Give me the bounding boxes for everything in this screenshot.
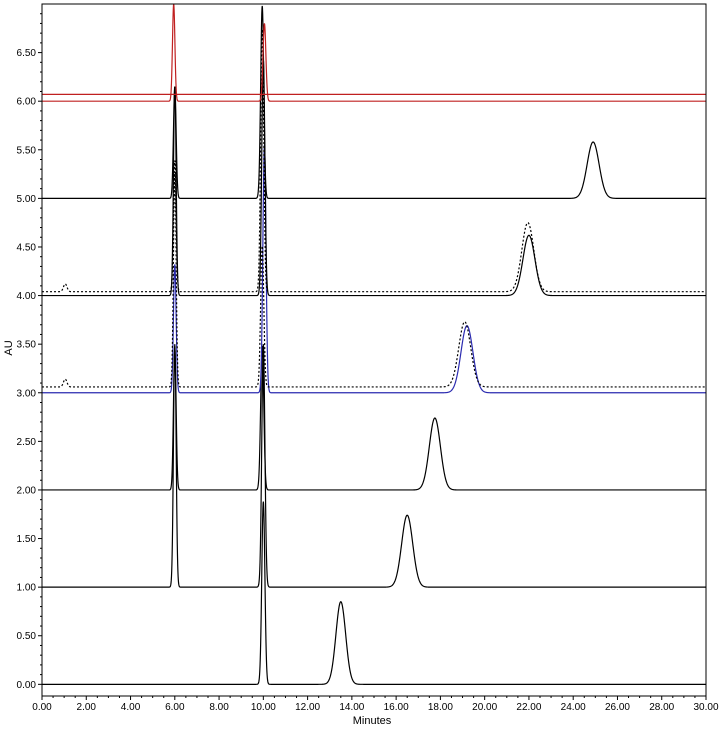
y-tick-label: 5.50 [17, 145, 37, 156]
x-tick-label: 12.00 [295, 702, 320, 713]
trace-1 [42, 344, 706, 588]
y-tick-label: 5.00 [17, 194, 37, 205]
traces [42, 4, 706, 685]
x-tick-label: 16.00 [384, 702, 409, 713]
y-tick-label: 3.00 [17, 388, 37, 399]
plot-area [42, 4, 706, 685]
x-tick-label: 14.00 [339, 702, 364, 713]
x-tick-label: 2.00 [77, 702, 97, 713]
x-axis-title: Minutes [353, 715, 392, 727]
trace-0 [42, 501, 706, 685]
y-tick-label: 0.00 [17, 680, 37, 691]
plot-frame [41, 3, 707, 697]
y-tick-label: 1.50 [17, 534, 37, 545]
trace-7 [42, 5, 706, 199]
trace-5 [42, 59, 706, 297]
x-tick-label: 18.00 [428, 702, 453, 713]
x-tick-label: 0.00 [32, 702, 52, 713]
y-axis-title: AU [3, 340, 15, 355]
trace-4 [42, 173, 706, 388]
y-tick-label: 4.00 [17, 291, 37, 302]
y-tick-label: 6.00 [17, 97, 37, 108]
y-tick-label: 0.50 [17, 631, 37, 642]
trace-2 [42, 346, 706, 491]
y-tick-label: 1.00 [17, 583, 37, 594]
x-tick-label: 20.00 [472, 702, 497, 713]
x-tick-label: 24.00 [561, 702, 586, 713]
trace-3 [42, 144, 706, 394]
trace-8 [42, 4, 706, 102]
y-tick-label: 6.50 [17, 48, 37, 59]
x-tick-label: 26.00 [605, 702, 630, 713]
y-tick-label: 3.50 [17, 340, 37, 351]
x-tick-label: 28.00 [649, 702, 674, 713]
axes: 0.00 2.00 4.00 6.00 8.00 10.00 12.00 14.00 16.00… [17, 3, 719, 713]
y-tick-label: 4.50 [17, 242, 37, 253]
x-tick-label: 4.00 [121, 702, 141, 713]
x-tick-label: 8.00 [209, 702, 229, 713]
y-tick-label: 2.00 [17, 485, 37, 496]
y-tick-label: 2.50 [17, 437, 37, 448]
x-tick-label: 6.00 [165, 702, 185, 713]
x-tick-label: 22.00 [516, 702, 541, 713]
x-tick-label: 10.00 [251, 702, 276, 713]
trace-6 [42, 29, 706, 293]
x-tick-label: 30.00 [693, 702, 718, 713]
